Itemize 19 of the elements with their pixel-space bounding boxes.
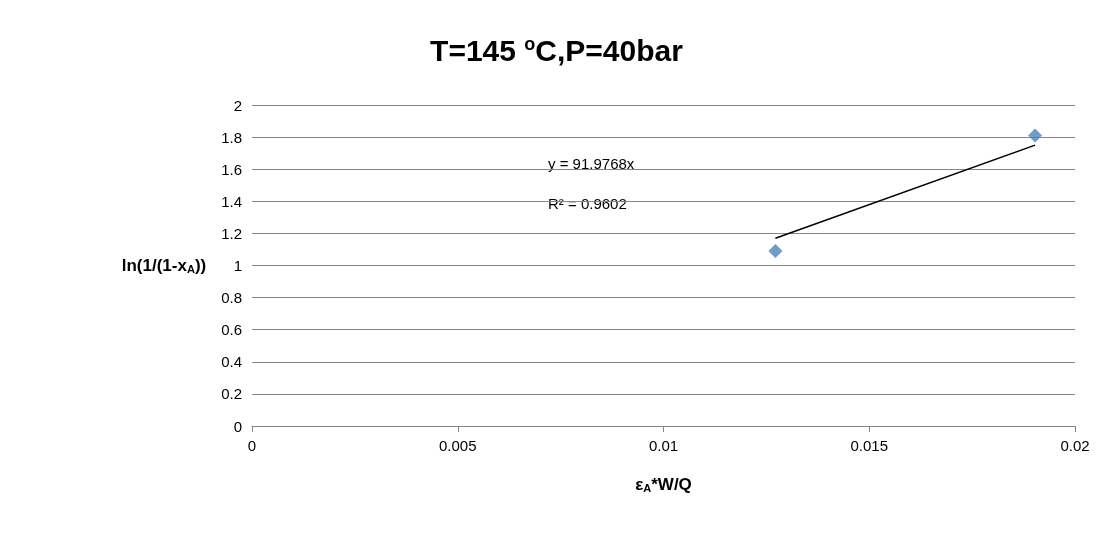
x-tick-label: 0.02 bbox=[1060, 437, 1090, 454]
y-tick-label: 0.6 bbox=[221, 321, 242, 339]
y-tick-label: 0 bbox=[233, 417, 242, 435]
y-tick-label: 2 bbox=[233, 96, 242, 114]
y-tick-label: 1.6 bbox=[221, 160, 242, 178]
x-tick-label: 0.005 bbox=[438, 437, 477, 454]
y-tick-label: 1.4 bbox=[221, 192, 242, 210]
y-tick-label: 0.4 bbox=[221, 353, 242, 371]
y-tick-label: 1.2 bbox=[221, 224, 242, 242]
annotation: y = 91.9768x bbox=[548, 155, 635, 172]
y-tick-label: 1 bbox=[233, 257, 242, 274]
x-tick-label: 0.01 bbox=[648, 437, 679, 454]
y-tick-label: 0.8 bbox=[221, 289, 242, 307]
x-axis-title: εA*W/Q bbox=[635, 475, 692, 494]
y-tick-label: 1.8 bbox=[221, 128, 242, 146]
y-tick-label: 0.2 bbox=[221, 385, 242, 403]
x-tick-label: 0.015 bbox=[850, 437, 889, 454]
x-tick-label: 0 bbox=[247, 437, 257, 454]
y-axis-title: ln(1/(1-xA)) bbox=[121, 256, 207, 275]
